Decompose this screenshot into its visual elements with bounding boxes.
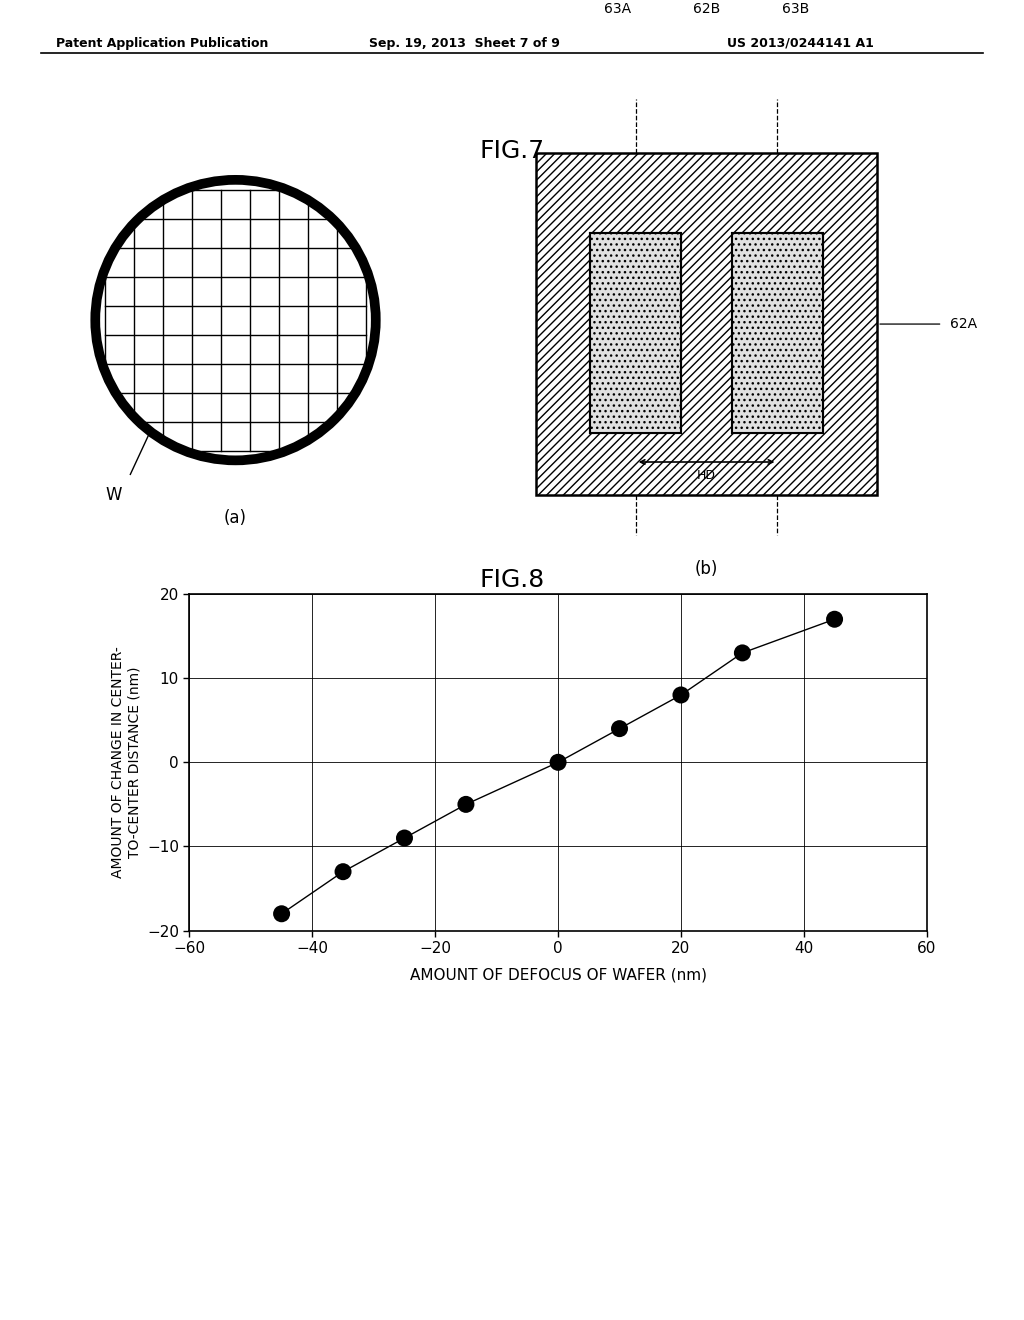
X-axis label: AMOUNT OF DEFOCUS OF WAFER (nm): AMOUNT OF DEFOCUS OF WAFER (nm) <box>410 968 707 982</box>
Bar <box>732 234 822 433</box>
Text: (a): (a) <box>224 510 247 528</box>
Point <box>458 793 474 814</box>
Text: (b): (b) <box>695 560 718 578</box>
Point <box>734 643 751 664</box>
Point <box>673 684 689 705</box>
Circle shape <box>95 180 376 461</box>
Text: W: W <box>105 486 122 504</box>
Point <box>550 751 566 772</box>
Text: FIG.7: FIG.7 <box>479 139 545 162</box>
Text: 62B: 62B <box>693 1 720 16</box>
Point <box>273 903 290 924</box>
Point <box>396 828 413 849</box>
Point <box>335 861 351 882</box>
Y-axis label: AMOUNT OF CHANGE IN CENTER-
TO-CENTER DISTANCE (nm): AMOUNT OF CHANGE IN CENTER- TO-CENTER DI… <box>112 647 141 878</box>
Text: 62A: 62A <box>950 317 977 331</box>
Text: FIG.8: FIG.8 <box>479 568 545 591</box>
Text: 63A: 63A <box>604 1 631 16</box>
Point <box>611 718 628 739</box>
Text: US 2013/0244141 A1: US 2013/0244141 A1 <box>727 37 873 50</box>
Bar <box>591 234 681 433</box>
Bar <box>591 234 681 433</box>
Text: 63B: 63B <box>782 1 809 16</box>
Bar <box>732 234 822 433</box>
Text: HD: HD <box>697 470 716 482</box>
Text: Patent Application Publication: Patent Application Publication <box>56 37 268 50</box>
Text: Sep. 19, 2013  Sheet 7 of 9: Sep. 19, 2013 Sheet 7 of 9 <box>369 37 559 50</box>
Point <box>826 609 843 630</box>
